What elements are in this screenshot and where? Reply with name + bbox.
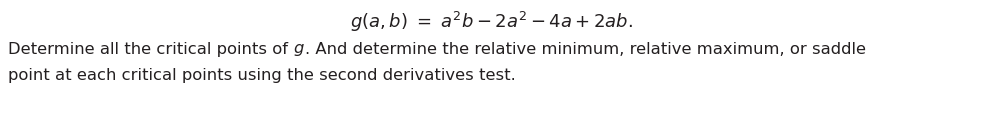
Text: point at each critical points using the second derivatives test.: point at each critical points using the … (8, 68, 516, 83)
Text: Determine all the critical points of: Determine all the critical points of (8, 42, 294, 57)
Text: $g(a, b) \ = \ a^2b - 2a^2 - 4a + 2ab.$: $g(a, b) \ = \ a^2b - 2a^2 - 4a + 2ab.$ (350, 10, 632, 34)
Text: . And determine the relative minimum, relative maximum, or saddle: . And determine the relative minimum, re… (305, 42, 866, 57)
Text: $g$: $g$ (294, 42, 305, 58)
